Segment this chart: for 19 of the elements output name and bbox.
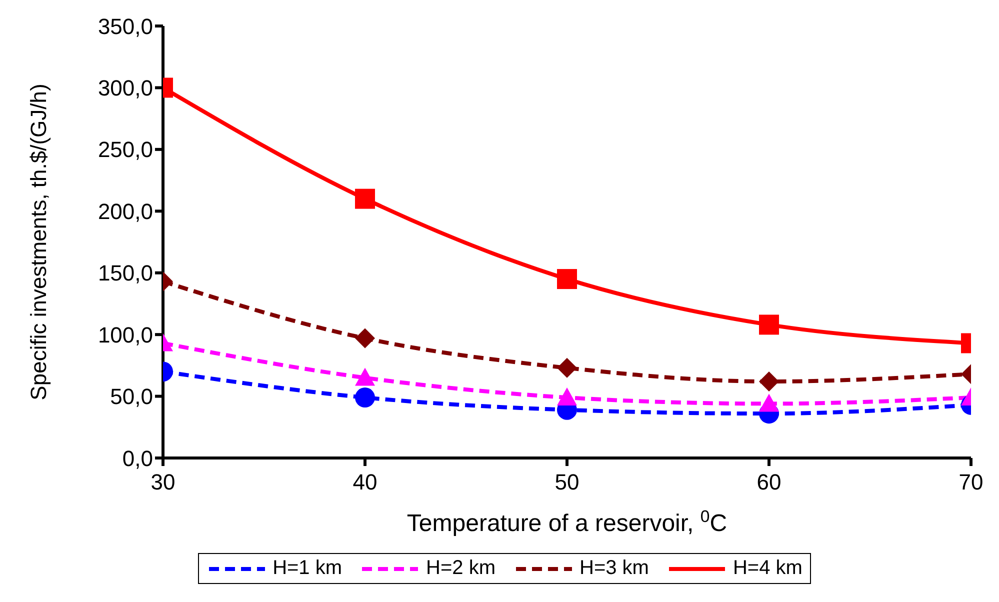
x-tick-label: 30 <box>150 470 176 495</box>
legend-label: H=2 km <box>426 557 496 580</box>
y-tick-label: 100,0 <box>98 322 153 348</box>
x-tick-label: 70 <box>958 470 984 495</box>
y-tick-label: 0,0 <box>122 446 153 471</box>
y-axis-title: Specific investments, th.$/(GJ/h) <box>26 84 51 400</box>
legend-label: H=4 km <box>732 557 802 580</box>
y-tick-label: 250,0 <box>98 137 153 162</box>
legend-label: H=1 km <box>272 557 342 580</box>
x-tick-label: 40 <box>352 470 378 495</box>
y-tick-label: 50,0 <box>110 384 153 410</box>
legend-label: H=3 km <box>580 557 649 580</box>
y-tick-label: 300,0 <box>98 76 153 101</box>
y-tick-label: 350,0 <box>98 14 153 39</box>
y-tick-label: 200,0 <box>98 198 153 224</box>
x-axis-title: Temperature of a reservoir, $^{0}$C <box>406 506 728 537</box>
y-tick-label: 150,0 <box>98 260 153 286</box>
x-tick-label: 50 <box>554 470 580 495</box>
x-tick-label: 60 <box>756 470 782 495</box>
